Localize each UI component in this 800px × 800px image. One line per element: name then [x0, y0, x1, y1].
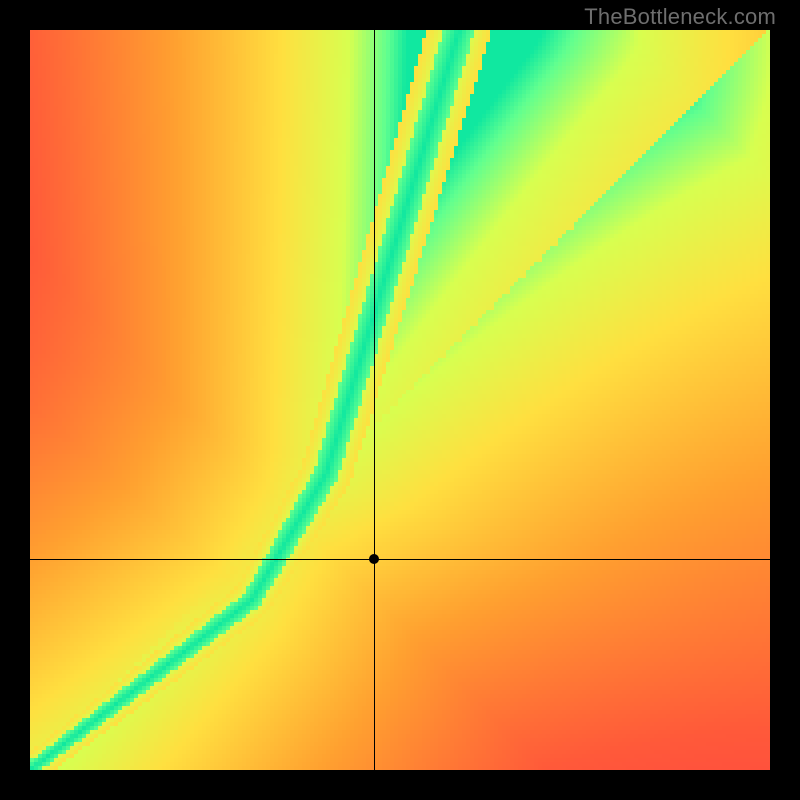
watermark-text: TheBottleneck.com: [584, 4, 776, 30]
plot-area: [30, 30, 770, 770]
crosshair-dot: [369, 554, 379, 564]
crosshair-horizontal: [30, 559, 770, 560]
heatmap-canvas: [30, 30, 770, 770]
crosshair-vertical: [374, 30, 375, 770]
